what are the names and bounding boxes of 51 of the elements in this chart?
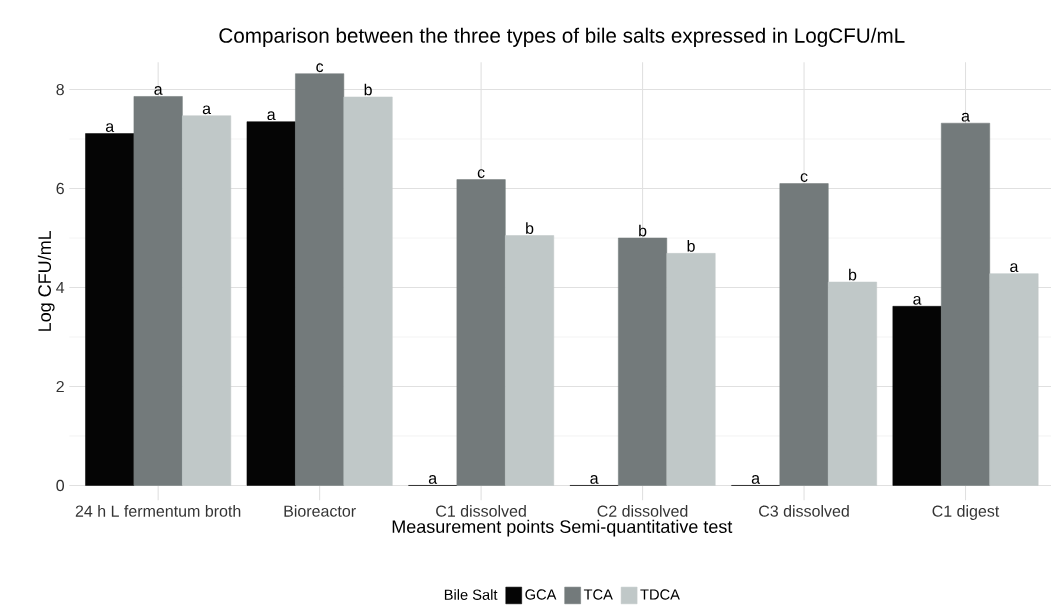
x-tick-label: C2 dissolved xyxy=(597,505,688,517)
bar xyxy=(133,96,183,486)
data-label: c xyxy=(800,173,808,182)
bar xyxy=(85,133,135,486)
data-label: a xyxy=(267,111,276,121)
y-tick-label: 6 xyxy=(56,182,64,195)
data-label: a xyxy=(105,123,115,132)
x-tick-label: C3 dissolved xyxy=(759,505,849,517)
bar xyxy=(505,235,555,486)
bar xyxy=(295,73,345,486)
data-label: b xyxy=(526,222,534,234)
data-label: a xyxy=(913,295,922,305)
x-tick-label: C1 dissolved xyxy=(436,505,526,517)
data-label: a xyxy=(428,475,438,484)
y-axis-title: Log CFU/mL xyxy=(37,230,55,331)
bar xyxy=(246,121,296,486)
bar xyxy=(827,281,877,486)
data-label: b xyxy=(849,268,857,281)
data-label: a xyxy=(1010,263,1019,273)
bar xyxy=(456,179,506,486)
data-label: b xyxy=(687,240,695,252)
legend-title: Bile Salt xyxy=(444,589,498,600)
data-label: a xyxy=(202,105,212,115)
bar xyxy=(892,306,942,486)
y-tick-label: 2 xyxy=(56,380,64,393)
data-label: c xyxy=(316,63,324,73)
data-label: b xyxy=(364,83,372,96)
legend-label: TDCA xyxy=(640,589,680,600)
legend-label: TCA xyxy=(583,589,613,600)
x-axis-title: Measurement points Semi-quantitative test xyxy=(392,519,733,537)
x-tick-label: 24 h L fermentum broth xyxy=(75,505,241,517)
data-label: a xyxy=(751,475,761,484)
y-tick-label: 8 xyxy=(56,83,64,96)
x-tick-label: C1 digest xyxy=(932,505,1000,520)
bar xyxy=(182,115,232,486)
data-label: b xyxy=(639,224,647,237)
data-label: a xyxy=(590,475,599,484)
bar xyxy=(941,122,990,486)
x-tick-label: Bioreactor xyxy=(284,505,356,517)
bar xyxy=(618,237,668,486)
chart-title: Comparison between the three types of bile salts expressed in LogCFU/mL xyxy=(219,27,905,47)
bar xyxy=(666,253,716,486)
bar xyxy=(989,273,1039,486)
y-tick-label: 0 xyxy=(56,479,65,492)
data-label: a xyxy=(961,112,970,122)
bar xyxy=(343,96,393,486)
data-label: a xyxy=(154,86,163,95)
bar xyxy=(779,183,829,486)
y-tick-label: 4 xyxy=(56,282,65,294)
legend-label: GCA xyxy=(525,589,557,600)
data-label: c xyxy=(477,169,485,179)
